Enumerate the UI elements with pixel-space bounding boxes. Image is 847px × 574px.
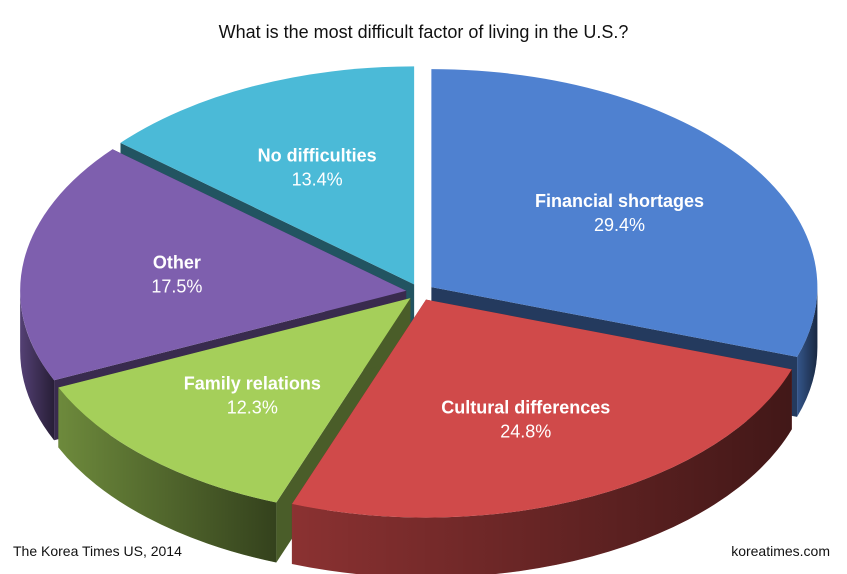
pie-slice-financial-shortages — [431, 69, 818, 357]
slice-value-cultural-differences: 24.8% — [500, 422, 551, 442]
slice-value-other: 17.5% — [151, 276, 202, 296]
source-credit: The Korea Times US, 2014 — [13, 543, 182, 559]
slice-label-no-difficulties: No difficulties — [258, 146, 377, 166]
slice-value-financial-shortages: 29.4% — [594, 215, 645, 235]
slice-label-financial-shortages: Financial shortages — [535, 191, 704, 211]
slice-value-family-relations: 12.3% — [227, 398, 278, 418]
site-credit: koreatimes.com — [731, 543, 830, 559]
chart-title: What is the most difficult factor of liv… — [218, 22, 629, 42]
slice-side-shade-other — [20, 290, 55, 441]
slice-label-family-relations: Family relations — [184, 374, 321, 394]
slice-label-cultural-differences: Cultural differences — [441, 398, 610, 418]
slice-side-shade-family-relations — [58, 387, 277, 563]
pie-slice-other — [20, 149, 407, 381]
pie-slice-family-relations — [58, 298, 411, 503]
slice-label-other: Other — [153, 252, 201, 272]
slice-value-no-difficulties: 13.4% — [292, 170, 343, 190]
pie-slice-no-difficulties — [120, 66, 415, 285]
slice-side-shade-cultural-differences — [291, 369, 792, 574]
pie-slice-cultural-differences — [291, 299, 792, 518]
slice-side-shade-financial-shortages — [797, 287, 818, 417]
